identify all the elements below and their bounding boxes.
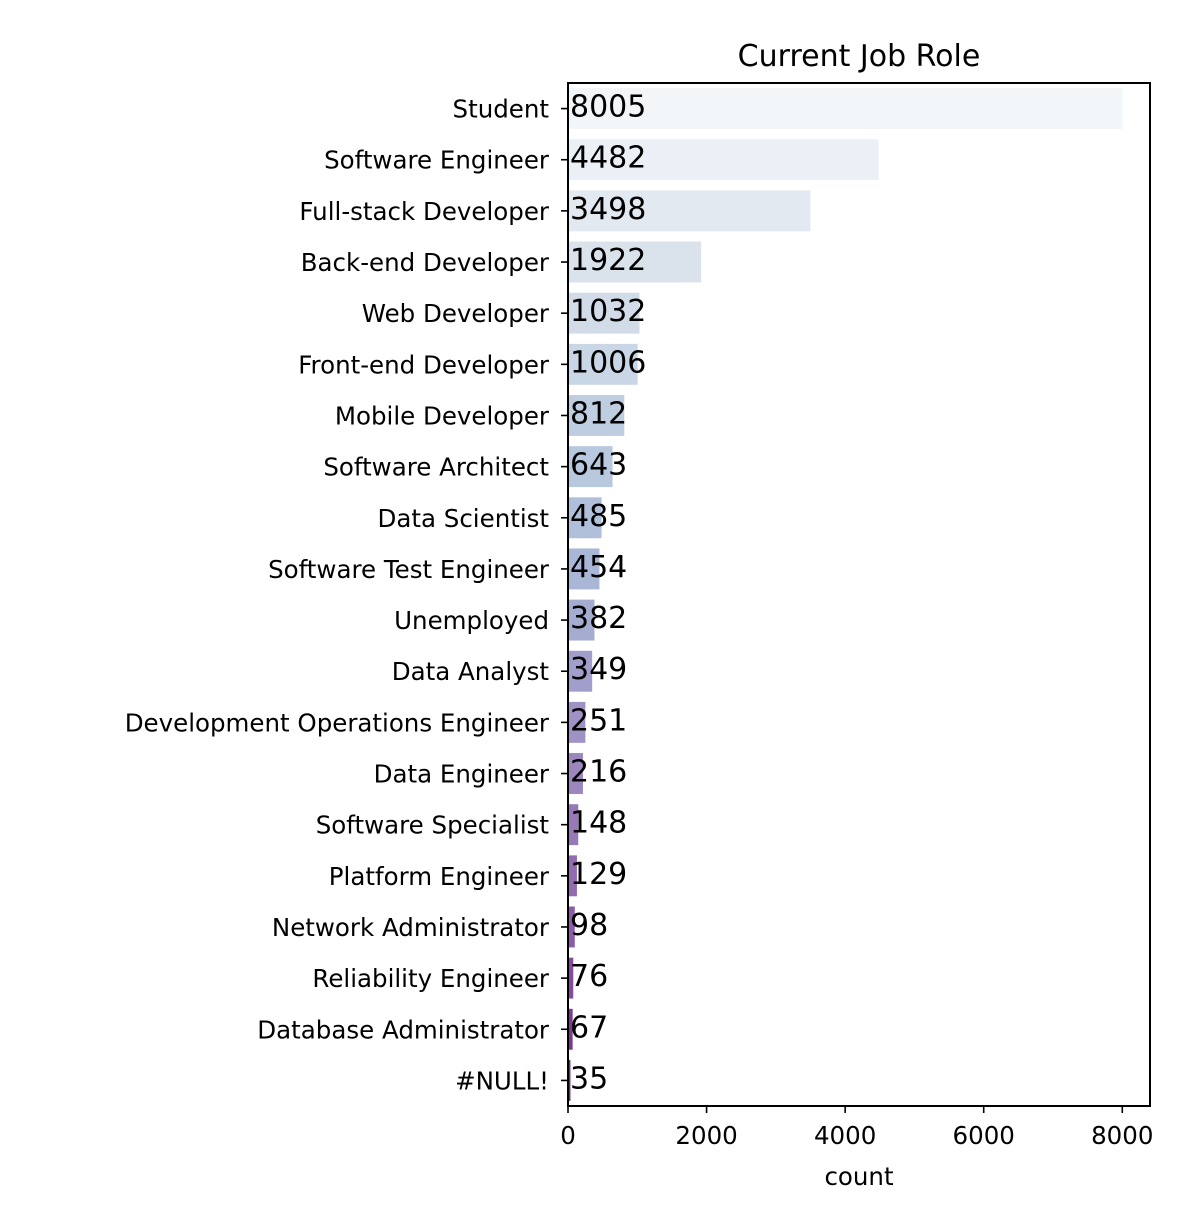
data-label: 216 — [570, 755, 627, 790]
x-tick-label: 4000 — [814, 1121, 876, 1150]
data-label: 485 — [570, 499, 627, 534]
bar-12 — [568, 701, 586, 743]
data-label: 35 — [570, 1061, 608, 1096]
bar-16 — [568, 906, 575, 948]
y-tick-label: Development Operations Engineer — [125, 708, 550, 737]
y-tick-label: Back-end Developer — [301, 248, 550, 277]
bars-layer — [568, 88, 1123, 1101]
y-tick-label: Web Developer — [362, 299, 550, 328]
y-tick-label: Software Test Engineer — [268, 555, 550, 584]
data-label: 3498 — [570, 192, 646, 227]
y-tick-label: #NULL! — [455, 1066, 549, 1095]
x-tick-label: 0 — [560, 1121, 576, 1150]
chart-title: Current Job Role — [738, 39, 981, 74]
bar-6 — [568, 395, 625, 436]
data-label: 812 — [570, 396, 627, 431]
y-tick-label: Software Architect — [323, 453, 549, 482]
bar-9 — [568, 548, 600, 590]
y-tick-label: Unemployed — [394, 606, 549, 635]
bar-17 — [568, 957, 574, 999]
data-label: 67 — [570, 1010, 608, 1045]
bar-14 — [568, 804, 579, 846]
value-labels: 8005 4482 3498 1922 1032 1006 812 643 485 454 382 3… — [570, 90, 646, 1097]
data-label: 1006 — [570, 345, 646, 380]
bar-19 — [568, 1059, 571, 1101]
x-tick-label: 2000 — [675, 1121, 737, 1150]
data-label: 454 — [570, 550, 627, 585]
data-label: 643 — [570, 448, 627, 483]
y-tick-label: Front-end Developer — [298, 350, 550, 379]
bar-10 — [568, 599, 595, 641]
bar-7 — [568, 446, 613, 488]
y-tick-label: Data Scientist — [378, 504, 550, 533]
y-tick-label: Reliability Engineer — [312, 964, 550, 993]
data-label: 8005 — [570, 90, 646, 125]
bar-3 — [568, 241, 702, 283]
bar-8 — [568, 497, 602, 539]
x-tick-label: 8000 — [1091, 1121, 1153, 1150]
y-tick-label: Database Administrator — [257, 1015, 550, 1044]
data-label: 349 — [570, 652, 627, 687]
y-tick-label: Software Specialist — [316, 811, 550, 840]
bar-5 — [568, 343, 638, 385]
bar-11 — [568, 650, 593, 692]
y-tick-label: Software Engineer — [324, 146, 550, 175]
data-label: 251 — [570, 703, 627, 738]
x-axis-label: count — [824, 1162, 894, 1191]
y-tick-label: Student — [453, 95, 550, 124]
bar-13 — [568, 753, 583, 794]
bar-0 — [568, 88, 1123, 130]
y-tick-label: Data Analyst — [392, 657, 550, 686]
y-tick-label: Network Administrator — [272, 913, 550, 942]
data-label: 148 — [570, 806, 627, 841]
data-label: 4482 — [570, 141, 646, 176]
data-label: 98 — [570, 908, 608, 943]
y-tick-label: Platform Engineer — [329, 862, 550, 891]
y-tick-label: Full-stack Developer — [299, 197, 549, 226]
bar-4 — [568, 292, 640, 334]
y-tick-label: Mobile Developer — [335, 401, 550, 430]
data-label: 76 — [570, 959, 608, 994]
data-label: 129 — [570, 857, 627, 892]
y-tick-label: Data Engineer — [374, 760, 550, 789]
bar-1 — [568, 139, 879, 181]
data-label: 382 — [570, 601, 627, 636]
bar-18 — [568, 1008, 573, 1050]
data-label: 1032 — [570, 294, 646, 329]
bar-2 — [568, 190, 811, 232]
bar-15 — [568, 855, 577, 897]
x-axis: 0 2000 4000 6000 8000 — [560, 1106, 1153, 1150]
data-label: 1922 — [570, 243, 646, 278]
plot-frame — [567, 82, 1151, 1107]
x-tick-label: 6000 — [953, 1121, 1015, 1150]
y-axis: Student Software Engineer Full-stack Devel… — [125, 95, 568, 1095]
